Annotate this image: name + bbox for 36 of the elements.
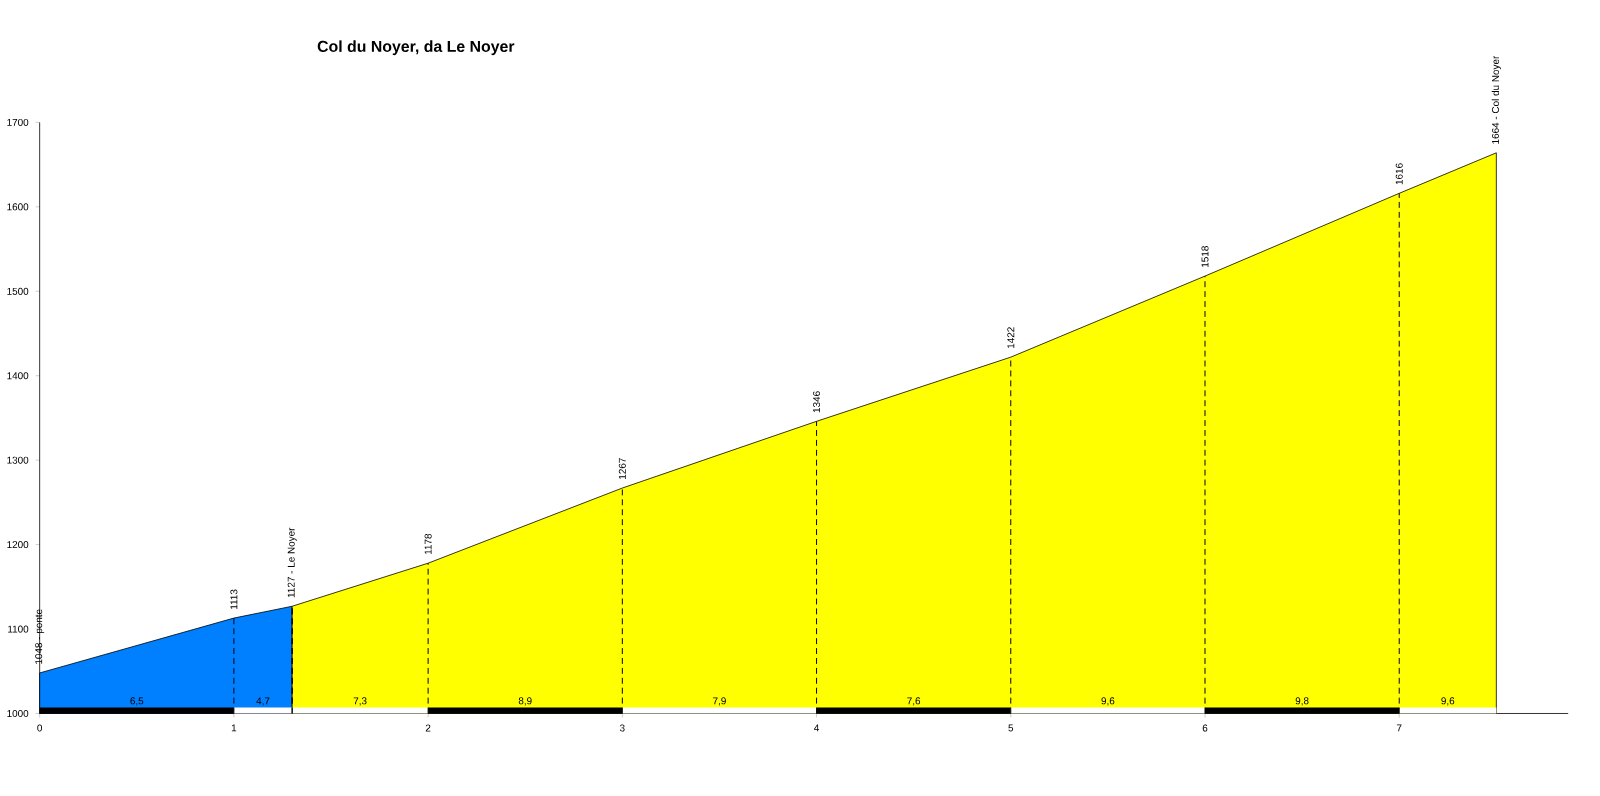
y-tick-label: 1300 <box>7 456 29 464</box>
x-tick-label: 1 <box>231 724 237 732</box>
y-tick-label: 1100 <box>8 625 29 633</box>
x-tick-label: 4 <box>814 724 820 732</box>
data-label: 1518 <box>1201 246 1209 267</box>
x-tick-label: 0 <box>37 724 43 732</box>
y-tick-label: 1400 <box>7 372 29 380</box>
y-tick-label: 1200 <box>7 541 29 549</box>
annotation: 7,9 <box>713 697 726 706</box>
data-label: 1267 <box>618 458 626 479</box>
x-tick-label: 5 <box>1008 724 1014 732</box>
data-label: 1048 - ponte <box>35 609 45 664</box>
chart-title: Col du Noyer, da Le Noyer <box>317 40 515 56</box>
annotation: 8,9 <box>518 697 532 706</box>
data-label: 1422 <box>1007 327 1015 348</box>
annotation: 7,3 <box>353 697 367 706</box>
data-label: 1616 <box>1395 163 1403 185</box>
x-tick-label: 6 <box>1202 724 1208 732</box>
annotation: 9,6 <box>1101 697 1115 706</box>
y-tick-label: 1600 <box>7 203 29 211</box>
x-tick-label: 2 <box>425 724 431 732</box>
annotation: 6,5 <box>130 697 144 706</box>
x-tick-label: 7 <box>1396 724 1402 732</box>
data-label: 1127 - Le Noyer <box>287 527 297 598</box>
data-label: 1113 <box>230 589 238 609</box>
x-tick-label: 3 <box>619 724 625 732</box>
annotation: 9,8 <box>1295 697 1309 706</box>
annotation: 9,6 <box>1441 697 1455 706</box>
data-label: 1346 <box>813 391 821 413</box>
y-tick-label: 1700 <box>7 118 29 126</box>
annotation: 7,6 <box>907 697 921 706</box>
data-label: 1664 - Col du Noyer <box>1491 55 1501 144</box>
y-tick-label: 1000 <box>7 709 29 717</box>
data-label: 1178 <box>424 533 432 555</box>
annotation: 4,7 <box>256 697 270 706</box>
y-tick-label: 1500 <box>7 287 29 295</box>
